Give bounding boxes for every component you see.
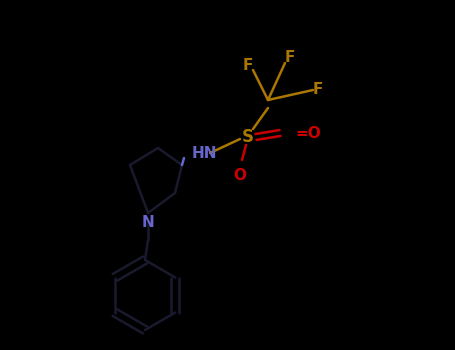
- Text: F: F: [243, 57, 253, 72]
- Text: N: N: [142, 215, 154, 230]
- Text: O: O: [233, 168, 247, 183]
- Text: S: S: [242, 128, 254, 146]
- Text: HN: HN: [192, 146, 217, 161]
- Text: =O: =O: [295, 126, 321, 140]
- Text: F: F: [285, 50, 295, 65]
- Text: F: F: [313, 83, 323, 98]
